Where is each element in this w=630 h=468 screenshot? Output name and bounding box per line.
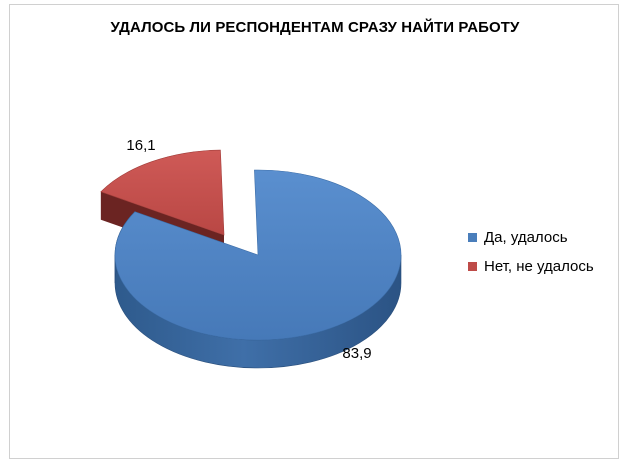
legend: Да, удалось Нет, не удалось (468, 226, 594, 284)
pie-slice-da (114, 169, 402, 369)
data-label-da: 83,9 (342, 345, 371, 362)
legend-swatch-net (468, 261, 477, 271)
data-label-net: 16,1 (126, 137, 155, 154)
legend-label-net: Нет, не удалось (484, 257, 594, 275)
chart-title: УДАЛОСЬ ЛИ РЕСПОНДЕНТАМ СРАЗУ НАЙТИ РАБО… (110, 19, 520, 36)
legend-item-da: Да, удалось (468, 226, 594, 248)
legend-swatch-da (468, 232, 477, 242)
legend-item-net: Нет, не удалось (468, 255, 594, 277)
legend-label-da: Да, удалось (484, 228, 568, 246)
